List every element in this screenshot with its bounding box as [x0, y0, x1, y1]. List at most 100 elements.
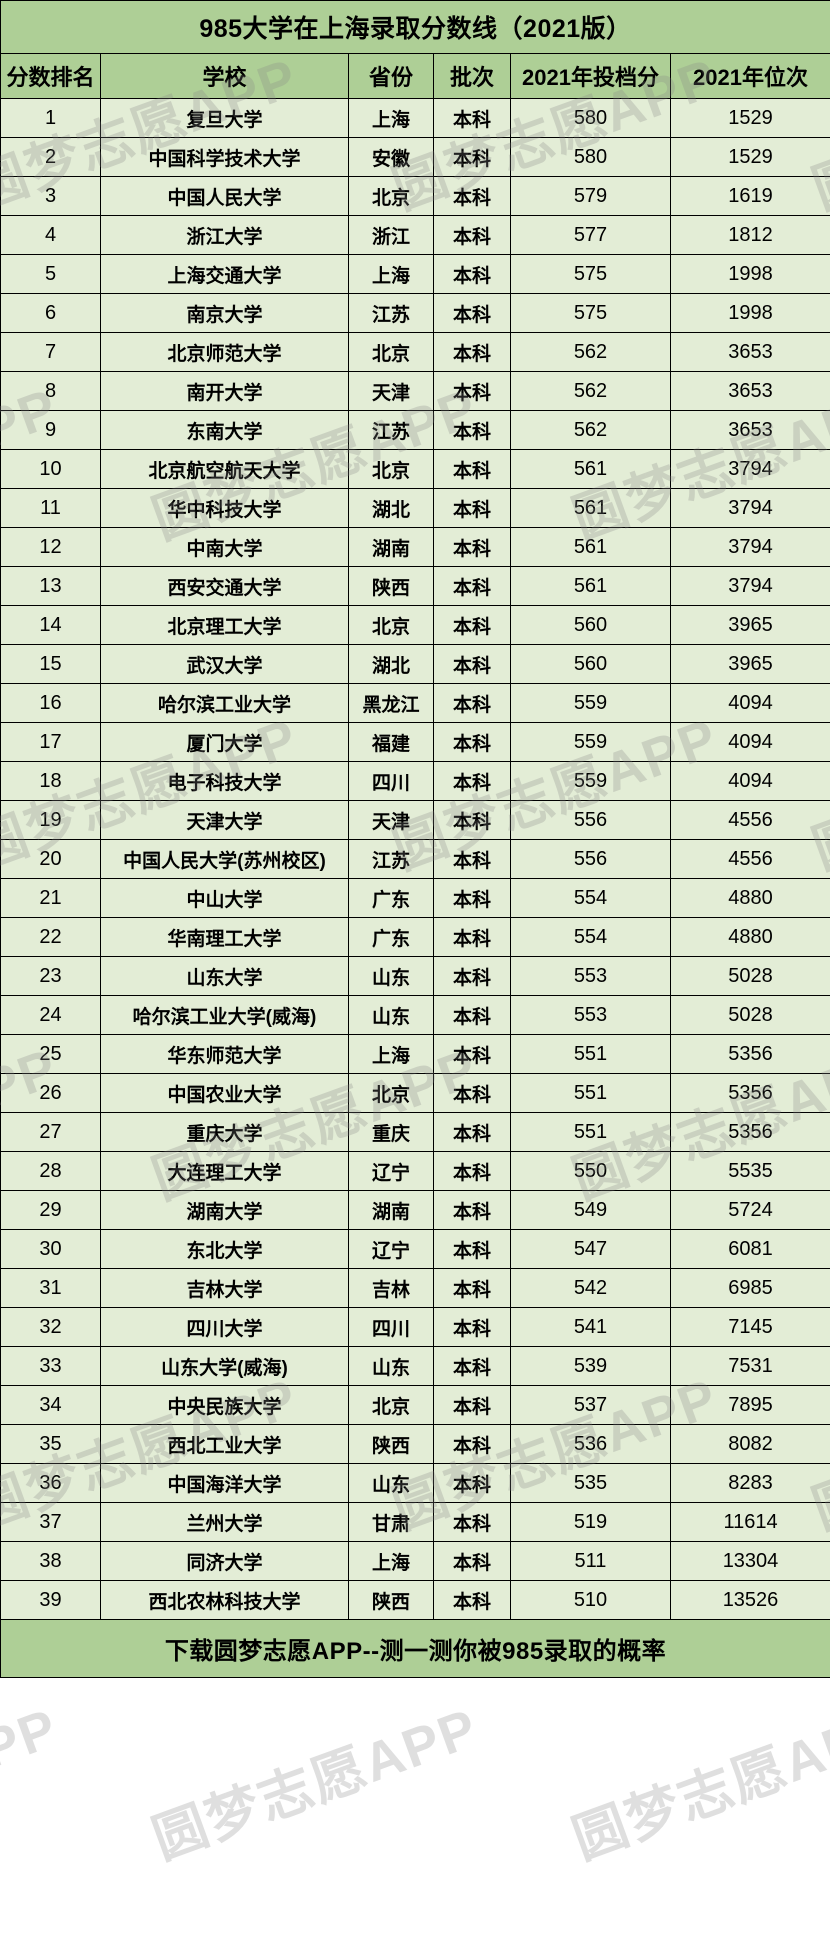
cell-score: 580 [510, 137, 671, 177]
cell-school: 山东大学 [100, 956, 349, 996]
cell-score: 511 [510, 1541, 671, 1581]
cell-position: 4556 [669, 839, 830, 879]
table-row: 1 复旦大学 上海 本科 580 1529 [0, 98, 830, 138]
cell-position: 1998 [669, 254, 830, 294]
app-download-cta[interactable]: 下载圆梦志愿APP--测一测你被985录取的概率 [0, 1619, 830, 1678]
table-foot: 下载圆梦志愿APP--测一测你被985录取的概率 [0, 1619, 830, 1678]
cell-score: 562 [510, 332, 671, 372]
cell-score: 561 [510, 566, 671, 606]
cell-rank: 37 [0, 1502, 101, 1542]
table-row: 31 吉林大学 吉林 本科 542 6985 [0, 1268, 830, 1308]
cell-position: 13304 [669, 1541, 830, 1581]
cell-batch: 本科 [433, 605, 511, 645]
cell-school: 北京航空航天大学 [100, 449, 349, 489]
cell-school: 中国海洋大学 [100, 1463, 349, 1503]
cell-batch: 本科 [433, 410, 511, 450]
cell-province: 辽宁 [348, 1229, 434, 1269]
cell-batch: 本科 [433, 1385, 511, 1425]
cell-school: 兰州大学 [100, 1502, 349, 1542]
cell-score: 562 [510, 410, 671, 450]
cell-score: 556 [510, 800, 671, 840]
cell-school: 吉林大学 [100, 1268, 349, 1308]
cell-batch: 本科 [433, 1151, 511, 1191]
cell-position: 3653 [669, 332, 830, 372]
cell-rank: 6 [0, 293, 101, 333]
cell-province: 北京 [348, 1073, 434, 1113]
cell-rank: 9 [0, 410, 101, 450]
cell-rank: 25 [0, 1034, 101, 1074]
cell-position: 6081 [669, 1229, 830, 1269]
table-row: 17 厦门大学 福建 本科 559 4094 [0, 722, 830, 762]
cell-batch: 本科 [433, 644, 511, 684]
cell-school: 上海交通大学 [100, 254, 349, 294]
table-row: 12 中南大学 湖南 本科 561 3794 [0, 527, 830, 567]
column-header-rank: 分数排名 [0, 53, 101, 99]
cell-score: 562 [510, 371, 671, 411]
cell-province: 广东 [348, 878, 434, 918]
cell-rank: 11 [0, 488, 101, 528]
cell-score: 553 [510, 995, 671, 1035]
column-header-score: 2021年投档分 [510, 53, 671, 99]
cell-score: 510 [510, 1580, 671, 1620]
table-row: 13 西安交通大学 陕西 本科 561 3794 [0, 566, 830, 606]
cell-batch: 本科 [433, 98, 511, 138]
cell-position: 1529 [669, 137, 830, 177]
cell-position: 4880 [669, 917, 830, 957]
cell-batch: 本科 [433, 1307, 511, 1347]
cell-batch: 本科 [433, 176, 511, 216]
cell-position: 6985 [669, 1268, 830, 1308]
cell-score: 535 [510, 1463, 671, 1503]
cell-school: 大连理工大学 [100, 1151, 349, 1191]
cell-province: 四川 [348, 1307, 434, 1347]
cell-batch: 本科 [433, 800, 511, 840]
cell-province: 湖南 [348, 1190, 434, 1230]
table-row: 20 中国人民大学(苏州校区) 江苏 本科 556 4556 [0, 839, 830, 879]
cell-rank: 35 [0, 1424, 101, 1464]
cell-position: 4094 [669, 683, 830, 723]
cell-province: 北京 [348, 332, 434, 372]
cell-batch: 本科 [433, 215, 511, 255]
cell-position: 8082 [669, 1424, 830, 1464]
cell-score: 560 [510, 605, 671, 645]
cell-position: 5356 [669, 1034, 830, 1074]
cell-batch: 本科 [433, 332, 511, 372]
table-row: 35 西北工业大学 陕西 本科 536 8082 [0, 1424, 830, 1464]
cell-rank: 30 [0, 1229, 101, 1269]
cell-batch: 本科 [433, 1346, 511, 1386]
table-body: 985大学在上海录取分数线（2021版） 分数排名 学校 省份 批次 2021年… [0, 0, 830, 1620]
cell-batch: 本科 [433, 371, 511, 411]
table-row: 5 上海交通大学 上海 本科 575 1998 [0, 254, 830, 294]
cell-province: 辽宁 [348, 1151, 434, 1191]
cell-batch: 本科 [433, 1229, 511, 1269]
admission-score-table: 985大学在上海录取分数线（2021版） 分数排名 学校 省份 批次 2021年… [0, 0, 830, 1678]
table-row: 30 东北大学 辽宁 本科 547 6081 [0, 1229, 830, 1269]
cell-school: 中山大学 [100, 878, 349, 918]
table-row: 38 同济大学 上海 本科 511 13304 [0, 1541, 830, 1581]
cell-province: 上海 [348, 1541, 434, 1581]
table-row: 7 北京师范大学 北京 本科 562 3653 [0, 332, 830, 372]
cell-batch: 本科 [433, 1580, 511, 1620]
cell-rank: 38 [0, 1541, 101, 1581]
footer-row: 下载圆梦志愿APP--测一测你被985录取的概率 [0, 1619, 830, 1678]
table-row: 2 中国科学技术大学 安徽 本科 580 1529 [0, 137, 830, 177]
cell-school: 东南大学 [100, 410, 349, 450]
page-title: 985大学在上海录取分数线（2021版） [0, 0, 830, 54]
table-row: 16 哈尔滨工业大学 黑龙江 本科 559 4094 [0, 683, 830, 723]
column-header-position: 2021年位次 [669, 53, 830, 99]
cell-position: 3794 [669, 527, 830, 567]
cell-batch: 本科 [433, 1190, 511, 1230]
cell-province: 上海 [348, 254, 434, 294]
cell-position: 5724 [669, 1190, 830, 1230]
table-row: 10 北京航空航天大学 北京 本科 561 3794 [0, 449, 830, 489]
cell-province: 北京 [348, 1385, 434, 1425]
cell-school: 西北工业大学 [100, 1424, 349, 1464]
cell-rank: 19 [0, 800, 101, 840]
cell-batch: 本科 [433, 1073, 511, 1113]
cell-rank: 14 [0, 605, 101, 645]
cell-rank: 18 [0, 761, 101, 801]
cell-batch: 本科 [433, 1112, 511, 1152]
table-row: 19 天津大学 天津 本科 556 4556 [0, 800, 830, 840]
cell-province: 山东 [348, 956, 434, 996]
cell-score: 556 [510, 839, 671, 879]
cell-score: 554 [510, 878, 671, 918]
